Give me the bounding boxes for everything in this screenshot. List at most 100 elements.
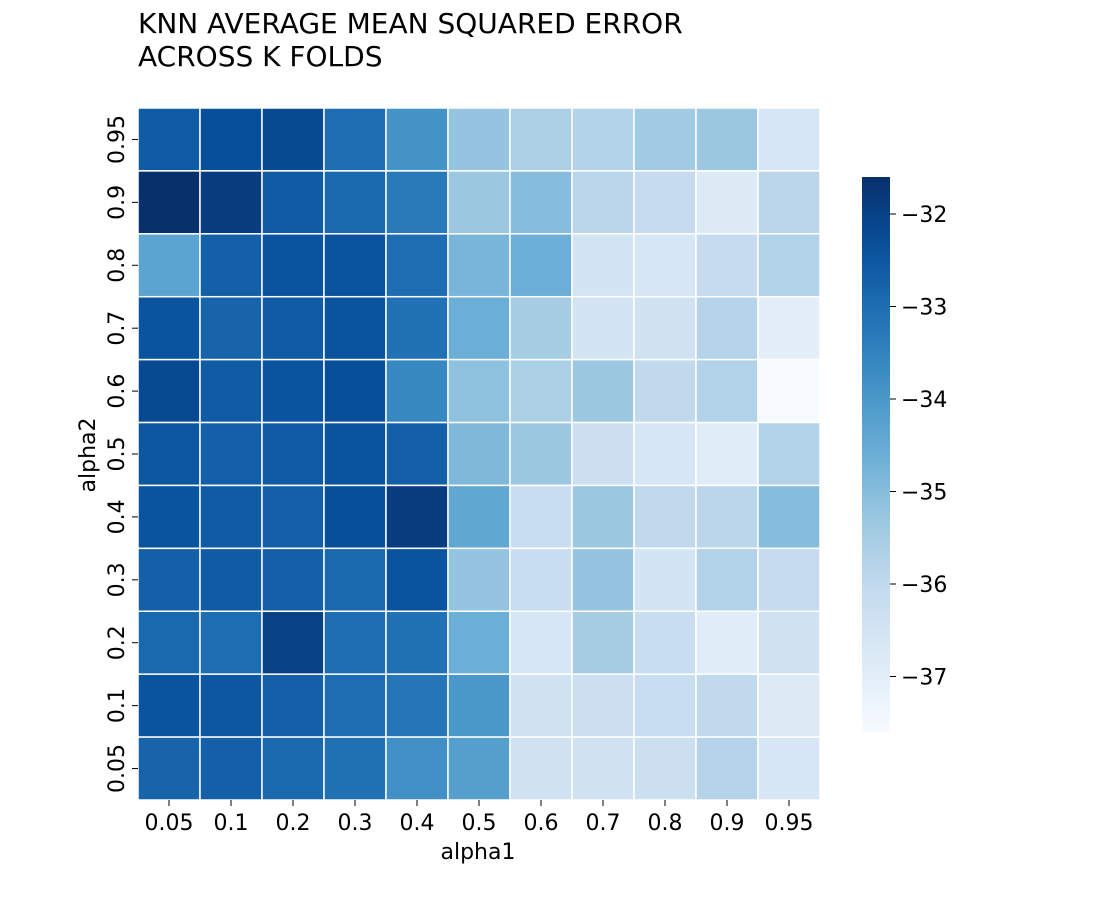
heatmap-cell — [633, 673, 697, 738]
heatmap-cell — [385, 233, 449, 298]
x-tick-label: 0.8 — [648, 811, 683, 836]
x-tick-label: 0.95 — [765, 811, 814, 836]
heatmap-cell — [757, 233, 821, 298]
heatmap-cell — [385, 295, 449, 361]
heatmap-cell — [447, 170, 511, 235]
heatmap-cell — [757, 295, 821, 361]
heatmap-cell — [323, 295, 387, 361]
heatmap-cell — [757, 484, 821, 550]
heatmap-cell — [385, 610, 449, 675]
heatmap-cell — [199, 610, 263, 675]
colorbar-tick-label: −32 — [901, 203, 947, 228]
y-tick-label: 0.2 — [105, 625, 130, 660]
heatmap-cell — [447, 358, 511, 424]
heatmap-cell — [385, 170, 449, 235]
heatmap-cell — [509, 484, 573, 550]
y-tick-label: 0.5 — [105, 437, 130, 472]
heatmap-cell — [757, 547, 821, 613]
heatmap-cell — [447, 421, 511, 487]
heatmap-cell — [261, 358, 325, 424]
heatmap-cell — [571, 233, 635, 298]
heatmap-cell — [261, 295, 325, 361]
y-tick-label: 0.95 — [105, 115, 130, 164]
heatmap-cell — [323, 107, 387, 172]
heatmap-cell — [199, 736, 263, 801]
y-tick-label: 0.6 — [105, 374, 130, 409]
heatmap-cell — [509, 170, 573, 235]
heatmap-cell — [447, 547, 511, 613]
heatmap-cell — [571, 421, 635, 487]
colorbar-tick-label: −33 — [901, 296, 947, 321]
x-tick-label: 0.6 — [524, 811, 559, 836]
heatmap-cell — [571, 673, 635, 738]
chart-title: KNN AVERAGE MEAN SQUARED ERROR ACROSS K … — [138, 7, 683, 73]
heatmap-cell — [261, 421, 325, 487]
heatmap-cell — [137, 358, 201, 424]
heatmap-cell — [385, 736, 449, 801]
heatmap-cell — [137, 233, 201, 298]
colorbar-ticks: −32 −33 −34 −35 −36 −37 — [890, 203, 947, 691]
heatmap-cell — [323, 484, 387, 550]
colorbar-tick-label: −36 — [901, 573, 947, 598]
x-tick-label: 0.9 — [710, 811, 745, 836]
x-tick-label: 0.7 — [586, 811, 621, 836]
heatmap-cell — [447, 736, 511, 801]
heatmap-cell — [633, 295, 697, 361]
heatmap-cell — [447, 610, 511, 675]
heatmap-cell — [509, 736, 573, 801]
colorbar-gradient — [862, 177, 890, 732]
heatmap-cell — [385, 107, 449, 172]
heatmap-cell — [323, 170, 387, 235]
y-tick-label: 0.9 — [105, 185, 130, 220]
heatmap-cell — [137, 107, 201, 172]
heatmap-cell — [323, 673, 387, 738]
heatmap-cell — [571, 358, 635, 424]
x-axis-ticks: 0.05 0.1 0.2 0.3 0.4 0.5 0.6 0.7 0.8 0.9 0.95 — [145, 800, 814, 836]
heatmap-cell — [323, 358, 387, 424]
heatmap-cell — [695, 107, 759, 172]
colorbar-tick-label: −35 — [901, 481, 947, 506]
x-tick-label: 0.1 — [214, 811, 249, 836]
heatmap-cell — [261, 170, 325, 235]
colorbar-tick-label: −37 — [901, 666, 947, 691]
heatmap-cell — [757, 736, 821, 801]
heatmap-cell — [199, 107, 263, 172]
heatmap-cell — [199, 170, 263, 235]
heatmap-cell — [695, 484, 759, 550]
y-tick-label: 0.8 — [105, 248, 130, 283]
heatmap-cell — [571, 547, 635, 613]
heatmap-cell — [695, 547, 759, 613]
y-tick-label: 0.3 — [105, 562, 130, 597]
y-axis-label: alpha2 — [76, 418, 101, 493]
y-axis-ticks: 0.95 0.9 0.8 0.7 0.6 0.5 0.4 0.3 0.2 0.1 0.05 — [105, 115, 138, 793]
heatmap-cell — [199, 484, 263, 550]
heatmap-cell — [199, 547, 263, 613]
heatmap-cell — [261, 484, 325, 550]
heatmap-cell — [199, 295, 263, 361]
heatmap-cell — [695, 421, 759, 487]
heatmap-cell — [199, 233, 263, 298]
heatmap-cell — [137, 547, 201, 613]
heatmap-cell — [695, 295, 759, 361]
heatmap-cell — [633, 358, 697, 424]
heatmap-cell — [137, 736, 201, 801]
heatmap-cell — [633, 107, 697, 172]
heatmap-cell — [695, 358, 759, 424]
x-tick-label: 0.5 — [462, 811, 497, 836]
y-tick-label: 0.7 — [105, 311, 130, 346]
heatmap-cell — [509, 358, 573, 424]
heatmap-cell — [509, 610, 573, 675]
heatmap-cell — [571, 610, 635, 675]
x-tick-label: 0.3 — [338, 811, 373, 836]
heatmap-cell — [323, 610, 387, 675]
heatmap-cell — [571, 295, 635, 361]
y-tick-label: 0.05 — [105, 744, 130, 793]
heatmap-cell — [137, 610, 201, 675]
heatmap-cell — [261, 673, 325, 738]
x-tick-label: 0.05 — [145, 811, 194, 836]
heatmap-cell — [323, 547, 387, 613]
y-tick-label: 0.1 — [105, 688, 130, 723]
chart-title-line-1: KNN AVERAGE MEAN SQUARED ERROR — [138, 7, 683, 40]
heatmap-cell — [633, 484, 697, 550]
